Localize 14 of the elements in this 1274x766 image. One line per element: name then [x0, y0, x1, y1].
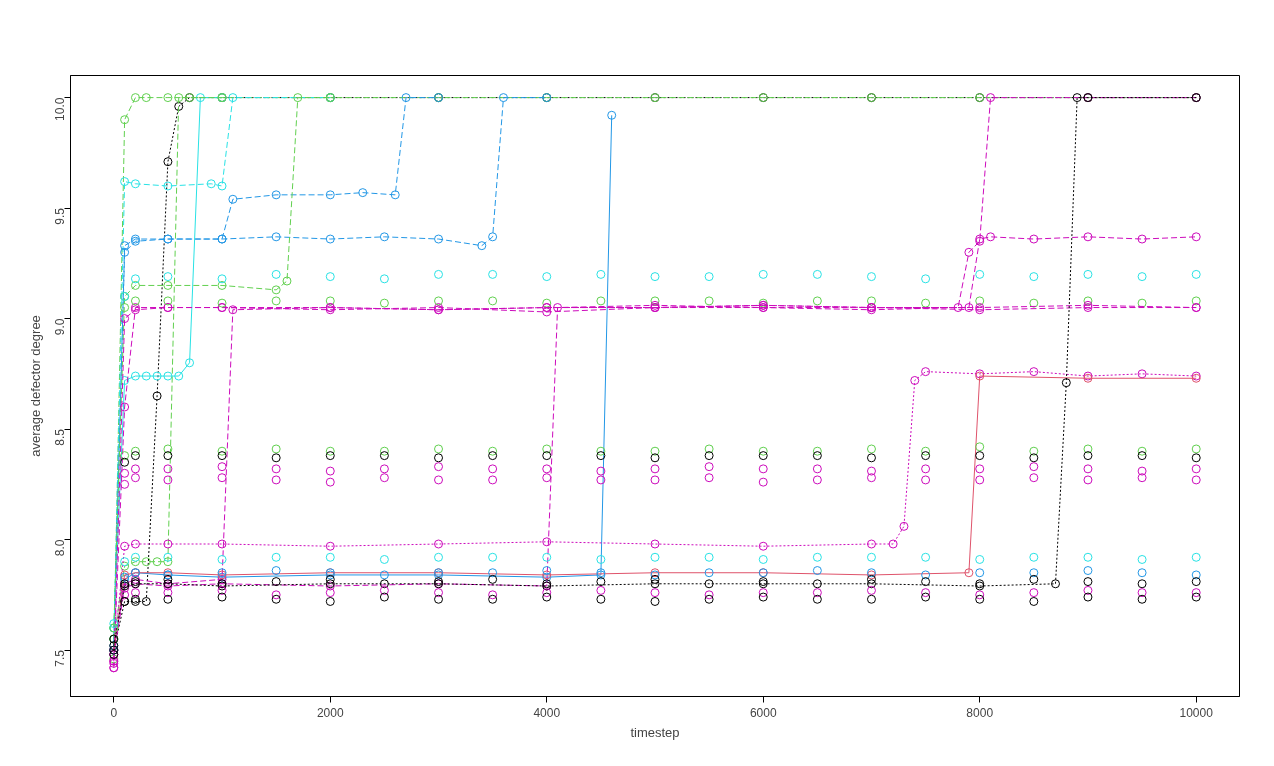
x-tick-label: 4000 [533, 705, 561, 720]
y-tick-label: 8.5 [53, 428, 67, 446]
y-tick-label: 9.5 [53, 207, 67, 225]
y-tick-label: 9.0 [53, 318, 67, 336]
x-axis-title: timestep [630, 724, 680, 740]
x-tick-label: 6000 [749, 705, 777, 720]
x-tick-label: 8000 [966, 705, 994, 720]
x-tick-label: 2000 [316, 705, 344, 720]
y-tick-label: 10.0 [53, 97, 67, 121]
y-axis-title: average defector degree [27, 315, 43, 457]
x-tick-label: 0 [110, 705, 118, 720]
y-tick-label: 8.0 [53, 539, 67, 557]
x-tick-label: 10000 [1179, 705, 1214, 720]
y-tick-label: 7.5 [53, 649, 67, 667]
